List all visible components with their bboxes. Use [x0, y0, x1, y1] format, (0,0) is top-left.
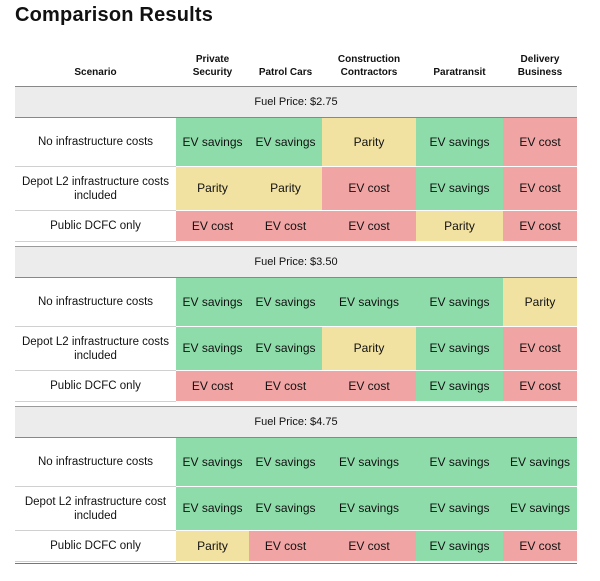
table-row: No infrastructure costs EV savings EV savi… [15, 437, 577, 487]
result-cell-patrol-cars: EV savings [249, 326, 322, 371]
result-cell-delivery-business: EV savings [503, 486, 577, 531]
column-header-patrol-cars: Patrol Cars [249, 49, 322, 87]
result-cell-private-security: EV savings [176, 326, 249, 371]
column-header-construction-contractors: Construction Contractors [322, 49, 416, 87]
result-cell-patrol-cars: EV savings [249, 486, 322, 531]
result-cell-construction-contractors: EV savings [322, 486, 416, 531]
fuel-price-label: Fuel Price: $2.75 [15, 86, 577, 118]
table-row: Public DCFC only Parity EV cost EV cost EV s… [15, 530, 577, 562]
result-cell-patrol-cars: EV cost [249, 530, 322, 562]
result-cell-paratransit: EV savings [416, 370, 503, 402]
result-cell-delivery-business: EV cost [503, 117, 577, 167]
result-cell-paratransit: EV savings [416, 117, 503, 167]
table-row: Depot L2 infrastructure costs included Pa… [15, 166, 577, 211]
result-cell-construction-contractors: EV cost [322, 370, 416, 402]
result-cell-private-security: Parity [176, 530, 249, 562]
result-cell-delivery-business: EV cost [503, 370, 577, 402]
result-cell-paratransit: EV savings [416, 277, 503, 327]
column-header-paratransit: Paratransit [416, 49, 503, 87]
table-row: Public DCFC only EV cost EV cost EV cost Par… [15, 210, 577, 242]
scenario-label: Public DCFC only [15, 210, 176, 242]
table-header: Scenario Private Security Patrol Cars Co… [15, 49, 577, 87]
result-cell-private-security: EV cost [176, 370, 249, 402]
scenario-label: Depot L2 infrastructure costs included [15, 326, 176, 371]
result-cell-construction-contractors: EV savings [322, 437, 416, 487]
fuel-price-label: Fuel Price: $3.50 [15, 246, 577, 278]
bottom-divider [15, 563, 577, 564]
result-cell-construction-contractors: EV cost [322, 530, 416, 562]
result-cell-patrol-cars: EV cost [249, 370, 322, 402]
header-row: Scenario Private Security Patrol Cars Co… [15, 49, 577, 87]
result-cell-construction-contractors: Parity [322, 117, 416, 167]
table-body: Fuel Price: $2.75 No infrastructure costs… [15, 86, 577, 562]
fuel-price-group-row: Fuel Price: $4.75 [15, 406, 577, 438]
result-cell-private-security: Parity [176, 166, 249, 211]
scenario-label: Depot L2 infrastructure costs included [15, 166, 176, 211]
table-row: No infrastructure costs EV savings EV savi… [15, 117, 577, 167]
result-cell-private-security: EV savings [176, 117, 249, 167]
scenario-label: Public DCFC only [15, 370, 176, 402]
result-cell-patrol-cars: EV cost [249, 210, 322, 242]
result-cell-private-security: EV savings [176, 437, 249, 487]
result-cell-delivery-business: EV cost [503, 326, 577, 371]
result-cell-paratransit: EV savings [416, 486, 503, 531]
column-header-private-security: Private Security [176, 49, 249, 87]
result-cell-paratransit: EV savings [416, 166, 503, 211]
fuel-price-label: Fuel Price: $4.75 [15, 406, 577, 438]
result-cell-delivery-business: EV cost [503, 166, 577, 211]
result-cell-delivery-business: EV cost [503, 210, 577, 242]
result-cell-delivery-business: EV savings [503, 437, 577, 487]
scenario-label: No infrastructure costs [15, 117, 176, 167]
table-row: Public DCFC only EV cost EV cost EV cost EV … [15, 370, 577, 402]
result-cell-delivery-business: Parity [503, 277, 577, 327]
fuel-price-group-row: Fuel Price: $2.75 [15, 86, 577, 118]
result-cell-construction-contractors: EV savings [322, 277, 416, 327]
scenario-label: Public DCFC only [15, 530, 176, 562]
column-header-scenario: Scenario [15, 49, 176, 87]
table-row: No infrastructure costs EV savings EV savi… [15, 277, 577, 327]
result-cell-patrol-cars: EV savings [249, 277, 322, 327]
scenario-label: No infrastructure costs [15, 277, 176, 327]
page-title: Comparison Results [15, 4, 214, 26]
scenario-label: Depot L2 infrastructure cost included [15, 486, 176, 531]
table-row: Depot L2 infrastructure cost included EV … [15, 486, 577, 531]
result-cell-delivery-business: EV cost [503, 530, 577, 562]
result-cell-paratransit: EV savings [416, 437, 503, 487]
table-row: Depot L2 infrastructure costs included EV… [15, 326, 577, 371]
result-cell-paratransit: EV savings [416, 326, 503, 371]
column-header-delivery-business: Delivery Business [503, 49, 577, 87]
comparison-table: Scenario Private Security Patrol Cars Co… [15, 49, 577, 562]
result-cell-construction-contractors: EV cost [322, 166, 416, 211]
result-cell-private-security: EV cost [176, 210, 249, 242]
result-cell-construction-contractors: Parity [322, 326, 416, 371]
result-cell-patrol-cars: EV savings [249, 437, 322, 487]
result-cell-patrol-cars: EV savings [249, 117, 322, 167]
result-cell-paratransit: Parity [416, 210, 503, 242]
result-cell-construction-contractors: EV cost [322, 210, 416, 242]
scenario-label: No infrastructure costs [15, 437, 176, 487]
result-cell-private-security: EV savings [176, 486, 249, 531]
result-cell-patrol-cars: Parity [249, 166, 322, 211]
result-cell-private-security: EV savings [176, 277, 249, 327]
fuel-price-group-row: Fuel Price: $3.50 [15, 246, 577, 278]
result-cell-paratransit: EV savings [416, 530, 503, 562]
